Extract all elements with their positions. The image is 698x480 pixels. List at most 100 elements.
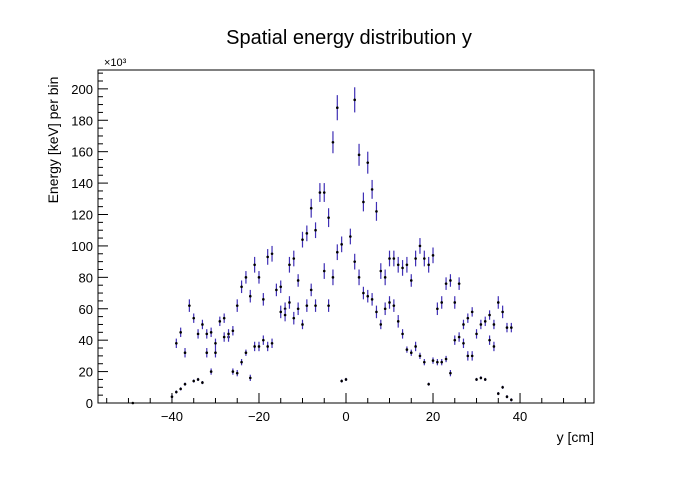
data-point xyxy=(222,332,226,342)
point-marker xyxy=(279,310,283,314)
data-point xyxy=(266,249,269,265)
data-point xyxy=(344,377,348,382)
point-marker xyxy=(314,228,317,232)
point-marker xyxy=(214,351,217,355)
data-point xyxy=(466,313,470,323)
point-marker xyxy=(449,279,452,282)
data-point xyxy=(209,368,213,375)
point-marker xyxy=(183,382,187,386)
data-point xyxy=(496,392,500,396)
data-point xyxy=(331,131,335,154)
point-marker xyxy=(196,378,200,381)
data-point xyxy=(279,305,283,319)
point-marker xyxy=(218,320,222,323)
data-point xyxy=(175,390,178,394)
data-point xyxy=(179,387,182,391)
data-point xyxy=(453,335,457,345)
point-marker xyxy=(196,332,200,336)
data-point xyxy=(257,341,261,352)
point-marker xyxy=(222,316,226,320)
point-marker xyxy=(270,252,274,256)
point-marker xyxy=(436,360,439,364)
point-marker xyxy=(201,323,204,326)
point-marker xyxy=(423,360,426,364)
data-point xyxy=(201,319,204,330)
chart-title: Spatial energy distribution y xyxy=(226,27,472,49)
data-point xyxy=(131,401,135,405)
point-marker xyxy=(240,285,243,289)
point-marker xyxy=(418,244,422,248)
point-marker xyxy=(414,257,417,260)
data-point xyxy=(423,250,426,267)
data-point xyxy=(292,250,296,267)
point-marker xyxy=(257,276,261,279)
point-marker xyxy=(283,313,287,317)
data-point xyxy=(262,335,265,345)
point-marker xyxy=(510,326,513,329)
data-point xyxy=(196,377,200,382)
data-point xyxy=(214,338,217,349)
point-marker xyxy=(488,313,491,317)
point-marker xyxy=(214,342,217,345)
point-marker xyxy=(270,342,274,345)
data-point xyxy=(183,382,187,386)
point-marker xyxy=(335,106,339,109)
data-point xyxy=(383,302,387,316)
point-marker xyxy=(492,323,496,326)
point-marker xyxy=(492,345,496,348)
data-point xyxy=(188,299,191,312)
data-point xyxy=(449,274,452,287)
data-point xyxy=(444,277,448,290)
data-point xyxy=(414,250,417,267)
data-point xyxy=(270,338,274,349)
point-marker xyxy=(409,351,413,355)
data-point xyxy=(483,377,487,382)
data-point xyxy=(388,296,391,309)
point-marker xyxy=(388,257,391,260)
data-point xyxy=(444,355,448,363)
point-marker xyxy=(183,351,187,355)
point-marker xyxy=(192,316,196,320)
data-point xyxy=(401,260,404,276)
plot-frame xyxy=(97,69,595,404)
point-marker xyxy=(401,266,404,270)
point-marker xyxy=(327,216,330,219)
data-point xyxy=(462,338,465,349)
point-marker xyxy=(244,351,248,355)
data-point xyxy=(288,256,291,273)
point-marker xyxy=(248,376,252,380)
data-point xyxy=(309,198,313,218)
y-tick-label: 180 xyxy=(71,113,93,128)
point-marker xyxy=(496,301,500,304)
data-point xyxy=(383,269,387,286)
data-point xyxy=(175,338,178,349)
y-tick-label: 80 xyxy=(79,270,93,285)
data-point xyxy=(283,308,287,322)
data-point xyxy=(322,183,326,202)
point-marker xyxy=(383,307,387,311)
point-marker xyxy=(131,401,135,405)
data-point xyxy=(179,327,182,338)
y-tick-label: 40 xyxy=(79,333,93,348)
point-marker xyxy=(227,332,230,336)
data-point xyxy=(266,341,269,352)
data-point xyxy=(436,359,439,366)
point-marker xyxy=(362,291,365,295)
point-marker xyxy=(475,332,478,336)
data-point xyxy=(240,280,243,294)
data-point xyxy=(331,269,335,286)
point-marker xyxy=(401,332,404,336)
point-marker xyxy=(296,279,300,282)
data-point xyxy=(335,95,339,121)
data-point xyxy=(314,299,317,312)
point-marker xyxy=(175,390,178,394)
data-point xyxy=(414,341,417,352)
point-marker xyxy=(257,345,261,348)
data-point xyxy=(440,296,444,309)
y-tick-label: 120 xyxy=(71,208,93,223)
data-point xyxy=(479,376,483,380)
point-marker xyxy=(201,381,204,384)
point-marker xyxy=(379,269,383,273)
data-point xyxy=(409,349,413,356)
point-marker xyxy=(505,326,509,329)
